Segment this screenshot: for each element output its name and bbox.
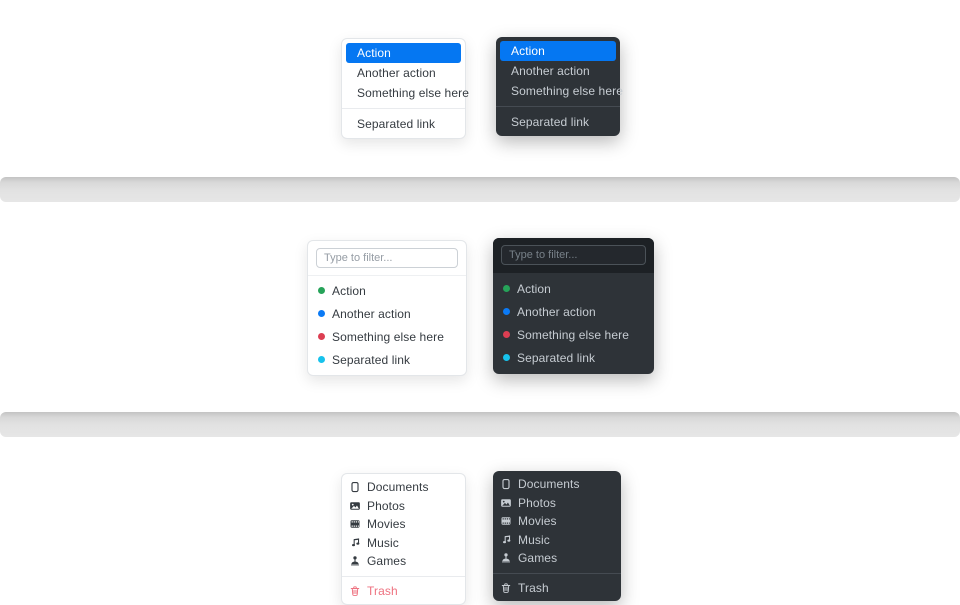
menu-item-something-else[interactable]: Something else here	[493, 323, 654, 346]
menu-item-label: Something else here	[517, 327, 629, 342]
filter-input[interactable]	[316, 248, 458, 268]
menu-item-label: Trash	[367, 583, 398, 598]
menu-item-label: Photos	[518, 495, 556, 510]
menu-item-something-else[interactable]: Something else here	[357, 86, 469, 100]
dropdown-menu-filter-dark: Action Another action Something else her…	[493, 238, 654, 374]
menu-item-label: Another action	[332, 306, 411, 321]
menu-item-label: Music	[367, 535, 399, 550]
menu-item-label: Separated link	[332, 352, 411, 367]
dropdown-menu-icons-light: Documents Photos Movies Music Games Tras…	[341, 473, 466, 605]
cyan-dot-icon	[503, 354, 510, 361]
movies-icon	[501, 517, 511, 525]
menu-divider	[493, 572, 621, 574]
menu-item-label: Action	[332, 283, 366, 298]
green-dot-icon	[503, 285, 510, 292]
photos-icon	[501, 499, 511, 507]
menu-item-something-else[interactable]: Something else here	[308, 325, 466, 348]
dropdown-menu-filter-light: Action Another action Something else her…	[307, 240, 467, 376]
menu-item-label: Something else here	[332, 329, 444, 344]
trash-icon	[501, 583, 511, 593]
menu-item-label: Movies	[518, 514, 557, 529]
games-icon	[501, 553, 511, 563]
filter-input[interactable]	[501, 245, 646, 265]
menu-item-action[interactable]: Action	[500, 41, 616, 61]
menu-item-separated-link[interactable]: Separated link	[493, 346, 654, 369]
menu-item-trash[interactable]: Trash	[493, 579, 621, 598]
section-divider	[0, 177, 960, 202]
menu-item-label: Music	[518, 532, 550, 547]
menu-item-label: Games	[518, 551, 558, 566]
menu-item-label: Trash	[518, 580, 549, 595]
menu-item-photos[interactable]: Photos	[342, 497, 465, 516]
menu-divider	[342, 108, 465, 109]
menu-item-label: Another action	[517, 304, 596, 319]
cyan-dot-icon	[318, 356, 325, 363]
section-divider	[0, 412, 960, 437]
menu-item-label: Documents	[518, 477, 580, 492]
blue-dot-icon	[318, 310, 325, 317]
menu-divider	[342, 575, 465, 577]
menu-item-something-else[interactable]: Something else here	[511, 84, 623, 98]
menu-item-movies[interactable]: Movies	[493, 512, 621, 531]
menu-item-trash[interactable]: Trash	[342, 582, 465, 601]
photos-icon	[350, 502, 360, 510]
menu-item-documents[interactable]: Documents	[342, 478, 465, 497]
menu-item-movies[interactable]: Movies	[342, 515, 465, 534]
trash-icon	[350, 586, 360, 596]
menu-item-another-action[interactable]: Another action	[493, 300, 654, 323]
menu-item-action[interactable]: Action	[308, 279, 466, 302]
menu-item-separated-link[interactable]: Separated link	[308, 348, 466, 371]
menu-item-separated-link[interactable]: Separated link	[511, 115, 590, 129]
filter-header	[308, 241, 466, 276]
red-dot-icon	[318, 333, 325, 340]
documents-icon	[502, 479, 510, 490]
menu-item-documents[interactable]: Documents	[493, 475, 621, 494]
menu-item-action[interactable]: Action	[493, 277, 654, 300]
games-icon	[350, 556, 360, 566]
menu-item-games[interactable]: Games	[342, 552, 465, 571]
menu-item-label: Movies	[367, 517, 406, 532]
menu-item-another-action[interactable]: Another action	[308, 302, 466, 325]
filter-header	[493, 238, 654, 273]
menu-item-label: Separated link	[517, 350, 596, 365]
movies-icon	[350, 520, 360, 528]
documents-icon	[351, 482, 359, 493]
menu-item-another-action[interactable]: Another action	[511, 64, 590, 78]
music-icon	[352, 538, 360, 547]
menu-divider	[496, 106, 620, 107]
music-icon	[503, 535, 511, 544]
menu-item-label: Photos	[367, 498, 405, 513]
menu-item-music[interactable]: Music	[342, 534, 465, 553]
menu-item-games[interactable]: Games	[493, 549, 621, 568]
red-dot-icon	[503, 331, 510, 338]
menu-item-label: Games	[367, 554, 407, 569]
dropdown-menu-basic-light: Action Another action Something else her…	[341, 38, 469, 139]
menu-item-action[interactable]: Action	[346, 43, 461, 63]
menu-item-label: Action	[517, 281, 551, 296]
blue-dot-icon	[503, 308, 510, 315]
menu-item-label: Documents	[367, 480, 429, 495]
dropdown-menu-basic-dark: Action Another action Something else her…	[496, 37, 623, 136]
green-dot-icon	[318, 287, 325, 294]
menu-item-separated-link[interactable]: Separated link	[357, 117, 436, 131]
menu-item-another-action[interactable]: Another action	[357, 66, 436, 80]
menu-item-photos[interactable]: Photos	[493, 494, 621, 513]
dropdown-menu-icons-dark: Documents Photos Movies Music Games Tras…	[493, 471, 621, 601]
menu-item-music[interactable]: Music	[493, 531, 621, 550]
